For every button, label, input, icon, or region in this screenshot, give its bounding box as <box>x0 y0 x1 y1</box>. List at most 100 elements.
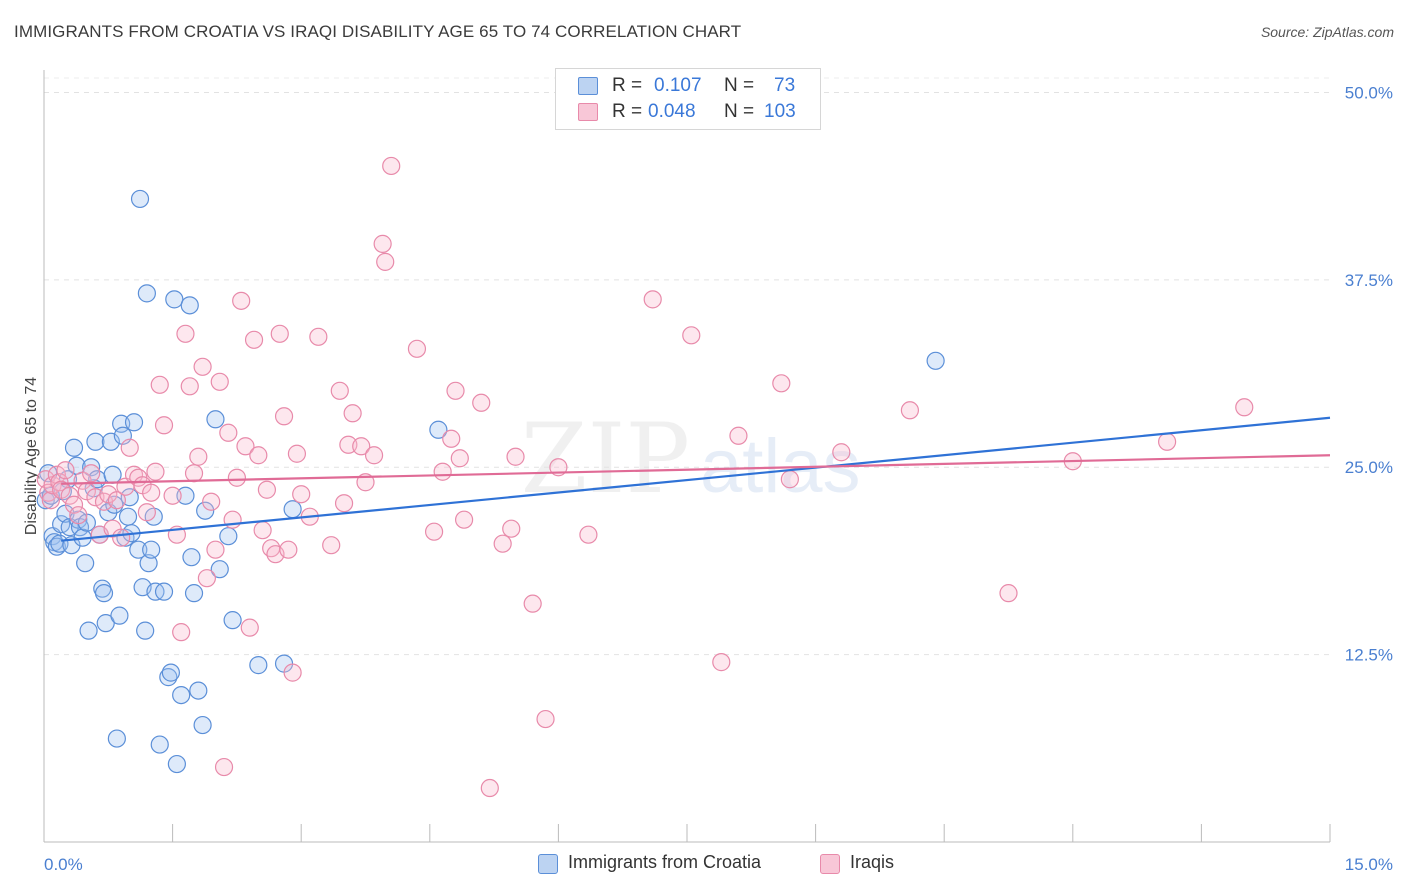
point-iraqis-68 <box>343 404 362 423</box>
watermark-zip: ZIP <box>521 403 690 515</box>
point-iraqis-9 <box>64 495 84 514</box>
point-iraqis-36 <box>184 464 204 483</box>
point-iraqis-92 <box>682 326 701 345</box>
point-iraqis-26 <box>137 503 156 522</box>
r-value: 0.048 <box>648 101 696 122</box>
grid-lines <box>44 77 1330 656</box>
legend-swatch-croatia <box>538 854 558 874</box>
point-iraqis-58 <box>279 540 298 559</box>
trend-line-iraqis <box>61 454 1331 485</box>
watermark: ZIP atlas <box>521 403 861 515</box>
point-croatia-71 <box>283 500 302 519</box>
point-iraqis-73 <box>376 252 395 271</box>
point-croatia-48 <box>142 540 161 559</box>
point-iraqis-41 <box>206 540 225 559</box>
point-croatia-45 <box>136 621 155 640</box>
n-label: N = <box>724 101 755 122</box>
tick-labels: 12.5% 25.0% 37.5% 50.0% 0.0% 15.0% <box>44 83 1393 874</box>
point-croatia-47 <box>139 554 158 573</box>
stats-swatch-croatia <box>578 77 598 95</box>
point-iraqis-94 <box>729 426 748 445</box>
point-iraqis-102 <box>1235 398 1254 417</box>
point-iraqis-76 <box>424 522 444 541</box>
point-croatia-68 <box>223 611 242 630</box>
point-iraqis-13 <box>82 464 101 483</box>
point-croatia-33 <box>107 729 126 748</box>
point-croatia-43 <box>130 189 150 209</box>
point-iraqis-47 <box>232 291 251 310</box>
point-croatia-46 <box>137 284 156 303</box>
point-iraqis-78 <box>442 429 461 448</box>
point-iraqis-82 <box>472 393 491 412</box>
point-iraqis-48 <box>236 437 255 456</box>
point-iraqis-7 <box>56 461 75 480</box>
point-iraqis-8 <box>60 486 79 505</box>
y-tick-label-0: 12.5% <box>1345 646 1393 665</box>
point-iraqis-93 <box>712 653 731 672</box>
r-label: R = <box>612 75 643 96</box>
point-iraqis-83 <box>480 778 499 798</box>
point-croatia-54 <box>161 663 180 682</box>
point-iraqis-63 <box>309 327 328 346</box>
point-croatia-31 <box>103 465 122 484</box>
point-iraqis-61 <box>292 485 311 504</box>
stats-box: R = 0.107 N = 73 R = 0.048 N = 103 <box>555 68 821 130</box>
x-tick-label-min: 0.0% <box>44 855 83 874</box>
point-iraqis-40 <box>202 492 221 511</box>
point-croatia-61 <box>184 584 204 603</box>
point-iraqis-86 <box>506 447 525 466</box>
point-iraqis-81 <box>454 510 474 529</box>
point-croatia-52 <box>154 582 174 601</box>
point-iraqis-0 <box>36 470 55 489</box>
chart-title: IMMIGRANTS FROM CROATIA VS IRAQI DISABIL… <box>14 22 742 41</box>
point-croatia-18 <box>76 554 95 573</box>
point-croatia-59 <box>180 296 199 315</box>
point-croatia-62 <box>189 681 208 700</box>
legend-swatch-iraqis <box>820 854 840 874</box>
point-iraqis-28 <box>146 462 165 481</box>
point-iraqis-60 <box>287 444 307 463</box>
point-iraqis-101 <box>1158 432 1177 451</box>
legend-label-iraqis: Iraqis <box>850 852 895 872</box>
point-iraqis-66 <box>334 494 354 513</box>
point-croatia-27 <box>94 584 114 603</box>
point-croatia-13 <box>64 438 84 457</box>
point-iraqis-43 <box>214 757 234 777</box>
point-iraqis-10 <box>69 506 88 525</box>
point-iraqis-19 <box>107 491 126 510</box>
point-croatia-63 <box>193 715 212 735</box>
point-iraqis-27 <box>142 483 161 502</box>
point-iraqis-46 <box>227 468 246 487</box>
point-croatia-38 <box>118 507 138 526</box>
point-iraqis-31 <box>163 486 182 505</box>
point-croatia-73 <box>926 351 945 370</box>
axes <box>43 70 1331 843</box>
point-croatia-64 <box>196 501 215 520</box>
point-iraqis-44 <box>219 423 238 442</box>
point-croatia-42 <box>129 540 148 559</box>
point-croatia-55 <box>165 290 184 309</box>
point-iraqis-80 <box>450 449 469 468</box>
n-label: N = <box>724 75 755 96</box>
stats-swatch-iraqis <box>578 103 598 121</box>
point-iraqis-96 <box>780 470 799 489</box>
n-value: 73 <box>774 75 796 96</box>
point-iraqis-49 <box>240 618 259 637</box>
point-iraqis-34 <box>176 324 195 343</box>
point-croatia-20 <box>79 621 98 640</box>
point-iraqis-85 <box>502 519 521 538</box>
point-iraqis-35 <box>180 377 199 396</box>
trend-line-croatia <box>61 416 1331 542</box>
point-iraqis-50 <box>244 330 264 349</box>
point-iraqis-99 <box>999 584 1018 603</box>
point-iraqis-52 <box>253 521 272 540</box>
point-croatia-51 <box>150 735 169 754</box>
point-croatia-5 <box>47 537 66 556</box>
point-croatia-58 <box>176 486 195 505</box>
point-croatia-41 <box>124 413 144 432</box>
point-croatia-34 <box>110 606 129 625</box>
point-croatia-57 <box>172 685 191 705</box>
point-croatia-66 <box>210 560 229 579</box>
trend-lines <box>61 416 1331 542</box>
